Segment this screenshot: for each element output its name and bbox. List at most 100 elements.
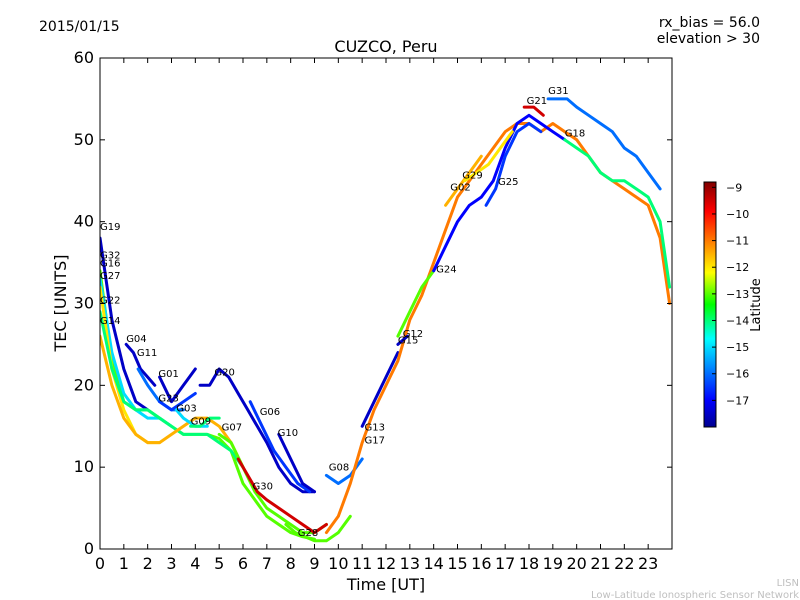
satellite-label: G31 — [548, 86, 568, 97]
y-tick-label: 30 — [74, 294, 94, 313]
colorbar-tick-label: −17 — [726, 394, 749, 407]
x-tick-label: 19 — [543, 554, 563, 573]
series-G28 — [284, 514, 352, 543]
satellite-label: G23 — [158, 394, 178, 405]
satellite-label: G13 — [365, 422, 385, 433]
footer-org-short: LISN — [777, 578, 799, 589]
satellite-label: G04 — [126, 334, 146, 345]
satellite-label: G07 — [222, 422, 242, 433]
elevation-label: elevation > 30 — [657, 31, 760, 47]
series-G15 — [396, 334, 409, 346]
x-tick-label: 1 — [119, 554, 129, 573]
series-G09 — [189, 416, 221, 428]
chart-title: CUZCO, Peru — [334, 37, 437, 56]
colorbar — [703, 181, 717, 428]
x-tick-label: 2 — [143, 554, 153, 573]
series-G22 — [100, 310, 245, 469]
satellite-label: G30 — [253, 481, 273, 492]
rx-bias-label: rx_bias = 56.0 — [659, 15, 760, 31]
satellite-label: G08 — [329, 462, 349, 473]
series-G24 — [432, 113, 567, 273]
x-tick-label: 6 — [238, 554, 248, 573]
satellite-label: G06 — [260, 407, 280, 418]
x-tick-label: 22 — [614, 554, 634, 573]
x-tick-label: 15 — [447, 554, 467, 573]
colorbar-tick-label: −16 — [726, 368, 749, 381]
x-tick-label: 7 — [262, 554, 272, 573]
satellite-label: G32 — [100, 251, 120, 262]
colorbar-tick-label: −11 — [726, 235, 749, 248]
satellite-label: G29 — [462, 170, 482, 181]
colorbar-tick-label: −13 — [726, 288, 749, 301]
series-G13 — [360, 351, 400, 428]
y-tick-label: 40 — [74, 212, 94, 231]
series-G12 — [396, 269, 436, 338]
satellite-label: G16 — [100, 259, 120, 270]
series-G20 — [198, 367, 316, 494]
x-tick-label: 13 — [400, 554, 420, 573]
series-G31 — [546, 97, 662, 191]
y-tick-label: 60 — [74, 48, 94, 67]
x-tick-label: 12 — [376, 554, 396, 573]
x-tick-label: 3 — [166, 554, 176, 573]
colorbar-tick-label: −10 — [726, 208, 749, 221]
satellite-label: G01 — [158, 369, 178, 380]
satellite-label: G11 — [137, 348, 157, 359]
x-tick-label: 18 — [519, 554, 539, 573]
satellite-label: G27 — [100, 271, 120, 282]
x-tick-label: 23 — [638, 554, 658, 573]
x-tick-label: 9 — [309, 554, 319, 573]
satellite-label: G17 — [365, 435, 385, 446]
satellite-label: G09 — [191, 417, 211, 428]
footer-org-long: Low-Latitude Ionospheric Sensor Network — [591, 590, 799, 600]
series-G18 — [563, 138, 672, 289]
x-tick-label: 4 — [190, 554, 200, 573]
x-tick-label: 11 — [352, 554, 372, 573]
colorbar-tick-label: −15 — [726, 341, 749, 354]
x-tick-label: 5 — [214, 554, 224, 573]
series-G19 — [100, 236, 150, 412]
series-layer — [100, 97, 672, 543]
satellite-label: G18 — [565, 129, 585, 140]
y-tick-label: 0 — [84, 539, 94, 558]
series-G06 — [248, 400, 312, 494]
colorbar-label: Latitude — [749, 278, 764, 332]
y-tick-label: 50 — [74, 130, 94, 149]
x-axis-label: Time [UT] — [346, 575, 425, 594]
y-tick-label: 20 — [74, 375, 94, 394]
satellite-label: G19 — [100, 222, 120, 233]
plot-frame — [99, 57, 673, 550]
y-axis-ticks: 0 10 20 30 40 50 60 — [74, 48, 672, 558]
y-tick-label: 10 — [74, 457, 94, 476]
satellite-label: G10 — [278, 428, 298, 439]
series-G04 — [124, 342, 157, 387]
series-G30 — [236, 457, 328, 535]
x-tick-label: 0 — [95, 554, 105, 573]
series-G10 — [277, 432, 316, 494]
satellite-label: G28 — [298, 528, 318, 539]
satellite-label: G03 — [176, 404, 196, 415]
colorbar-tick-label: −9 — [726, 181, 742, 194]
x-tick-label: 17 — [495, 554, 515, 573]
x-tick-label: 21 — [590, 554, 610, 573]
x-axis-ticks: 0 1 2 3 4 5 6 7 8 9 10 11 12 13 14 15 16 17 18 19 20 21 22 23 — [95, 58, 658, 573]
colorbar-tick-label: −12 — [726, 261, 749, 274]
satellite-label: G20 — [214, 368, 234, 379]
satellite-label: G14 — [100, 316, 120, 327]
satellite-label: G15 — [398, 336, 418, 347]
x-tick-label: 14 — [423, 554, 443, 573]
series-G23 — [158, 392, 197, 412]
series-G14 — [100, 334, 245, 469]
series-G07 — [217, 432, 328, 535]
series-G21 — [522, 105, 545, 117]
satellite-label: G22 — [100, 296, 120, 307]
satellite-label: G02 — [450, 183, 470, 194]
satellite-label: G24 — [436, 264, 456, 275]
x-tick-label: 20 — [566, 554, 586, 573]
series-G01 — [158, 367, 197, 404]
colorbar-ticks: −9 −10 −11 −12 −13 −14 −15 −16 −17 — [712, 181, 749, 407]
colorbar-tick-label: −14 — [726, 314, 749, 327]
x-tick-label: 10 — [328, 554, 348, 573]
